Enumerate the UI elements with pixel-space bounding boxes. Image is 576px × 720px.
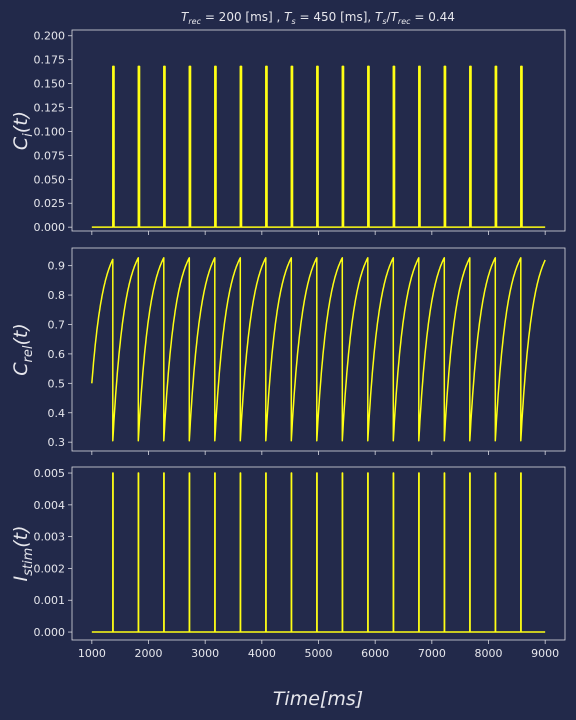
x-tick-label: 1000	[78, 647, 106, 660]
y-tick-label: 0.003	[34, 531, 66, 544]
y-tick-label: 0.001	[34, 594, 66, 607]
y-tick-label: 0.4	[48, 407, 66, 420]
x-tick-label: 5000	[305, 647, 333, 660]
x-tick-label: 3000	[191, 647, 219, 660]
y-tick-label: 0.5	[48, 377, 66, 390]
y-axis-label-crel: Crel(t)	[10, 323, 36, 376]
y-tick-label: 0.6	[48, 348, 66, 361]
x-tick-label: 8000	[475, 647, 503, 660]
y-tick-label: 0.005	[34, 467, 66, 480]
y-tick-label: 0.150	[34, 78, 66, 91]
panel-istim: 0.000 0.001 0.002 0.003 0.004 0.005 1000 2000 30…	[10, 466, 566, 660]
y-tick-label: 0.004	[34, 499, 66, 512]
y-tick-label: 0.025	[34, 197, 66, 210]
panel-crel: 0.3 0.4 0.5 0.6 0.7 0.8 0.9 Crel(t)	[10, 247, 566, 455]
x-tick-label: 2000	[135, 647, 163, 660]
y-tick-label: 0.175	[34, 54, 66, 67]
plot-area-istim	[71, 466, 566, 641]
panel-ci: 0.000 0.025 0.050 0.075 0.100 0.125 0.150 0.175…	[10, 29, 566, 235]
series-line-crel	[91, 257, 546, 442]
x-tick-label: 9000	[531, 647, 559, 660]
y-tick-label: 0.100	[34, 125, 66, 138]
y-tick-label: 0.3	[48, 436, 66, 449]
series-line-ci	[91, 65, 546, 228]
y-axis-label-istim: Istim(t)	[10, 525, 36, 581]
y-tick-label: 0.8	[48, 289, 66, 302]
series-line-istim	[91, 472, 546, 633]
x-tick-label: 4000	[248, 647, 276, 660]
y-tick-label: 0.002	[34, 562, 66, 575]
y-axis-label-ci: Ci(t)	[10, 111, 36, 150]
y-tick-label: 0.7	[48, 318, 66, 331]
y-tick-label: 0.000	[34, 626, 66, 639]
y-tick-label: 0.075	[34, 149, 66, 162]
chart-title: Trec = 200 [ms] , Ts = 450 [ms], Ts/Trec…	[181, 10, 455, 26]
x-axis-label: Time[ms]	[273, 688, 363, 710]
y-tick-label: 0.9	[48, 260, 66, 273]
x-tick-label: 7000	[418, 647, 446, 660]
x-tick-label: 6000	[361, 647, 389, 660]
y-tick-label: 0.125	[34, 102, 66, 115]
y-tick-label: 0.000	[34, 221, 66, 234]
y-tick-label: 0.200	[34, 30, 66, 43]
y-tick-label: 0.050	[34, 173, 66, 186]
